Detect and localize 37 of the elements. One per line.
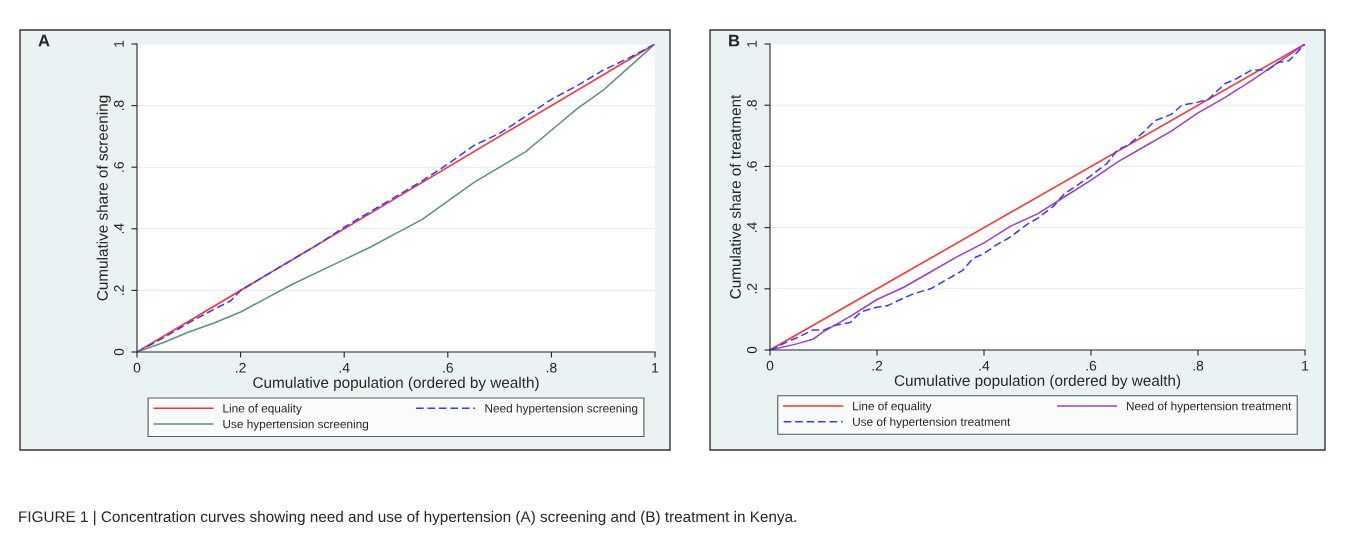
y-tick-label: .2 bbox=[114, 285, 124, 295]
legend-label: Need of hypertension treatment bbox=[1126, 401, 1292, 413]
y-tick-label: 0 bbox=[114, 348, 124, 356]
y-axis-title: Cumulative share of screening bbox=[96, 95, 111, 301]
x-tick-label: .2 bbox=[236, 362, 246, 373]
x-tick-label: .4 bbox=[979, 360, 990, 371]
x-axis-title: Cumulative population (ordered by wealth) bbox=[894, 374, 1181, 389]
x-tick-label: 1 bbox=[652, 362, 659, 373]
legend-label: Need hypertension screening bbox=[485, 403, 638, 415]
y-tick-label: 0 bbox=[747, 346, 757, 354]
x-tick-label: .6 bbox=[443, 362, 453, 373]
y-tick-label: .8 bbox=[747, 100, 757, 110]
x-tick-label: 0 bbox=[766, 360, 774, 371]
caption: FIGURE 1 | Concentration curves showing need and use of hypertension (A) screening and (B) treatment in Kenya. bbox=[19, 510, 796, 526]
legend-label: Line of equality bbox=[223, 403, 302, 415]
y-tick-label: .4 bbox=[747, 222, 757, 233]
y-tick-label: .4 bbox=[114, 223, 124, 234]
chart-title: A bbox=[38, 34, 50, 47]
x-axis-title: Cumulative population (ordered by wealth) bbox=[253, 376, 539, 391]
legend-label: Use hypertension screening bbox=[223, 419, 369, 431]
y-tick-label: 1 bbox=[114, 40, 124, 47]
y-tick-label: .6 bbox=[747, 161, 757, 171]
x-tick-label: .2 bbox=[872, 360, 883, 371]
x-tick-label: .8 bbox=[1193, 360, 1204, 371]
x-tick-label: 1 bbox=[1302, 360, 1309, 371]
y-axis-title: Cumulative share of treatment bbox=[729, 94, 741, 299]
x-tick-label: .6 bbox=[1086, 360, 1097, 371]
y-tick-label: .8 bbox=[114, 100, 124, 111]
legend-label: Use of hypertension treatment bbox=[853, 417, 1011, 429]
y-tick-label: .6 bbox=[114, 162, 124, 172]
y-tick-label: 1 bbox=[747, 40, 757, 47]
x-tick-label: 0 bbox=[133, 362, 141, 373]
x-tick-label: .4 bbox=[339, 362, 350, 373]
chart-title: B bbox=[729, 34, 740, 47]
y-tick-label: .2 bbox=[747, 283, 757, 294]
legend-label: Line of equality bbox=[853, 401, 932, 413]
x-tick-label: .8 bbox=[546, 362, 557, 373]
